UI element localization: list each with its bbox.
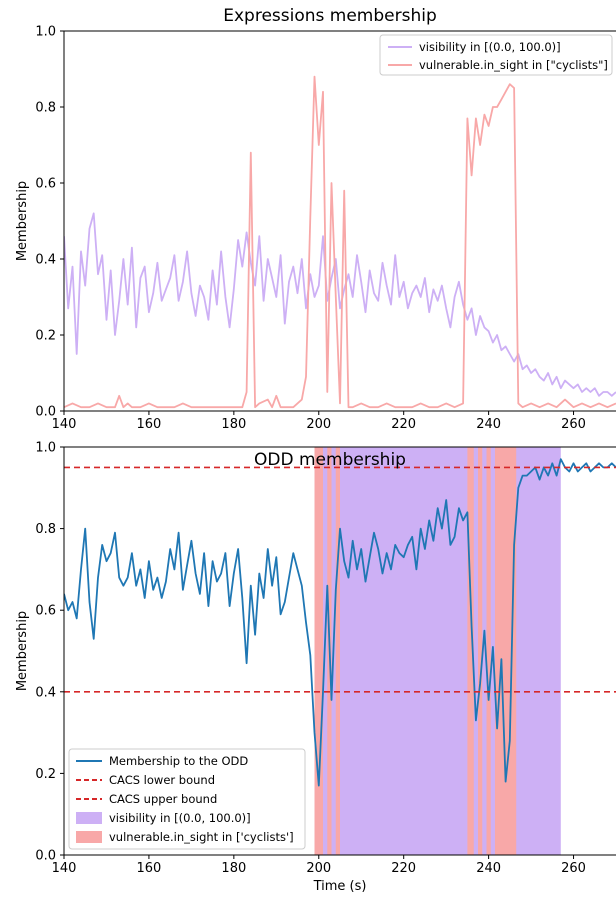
x-tick-label: 200 [306,417,331,432]
x-tick-label: 180 [221,417,246,432]
x-tick-label: 220 [391,417,416,432]
y-axis-label: Membership [15,611,30,691]
plot-area [64,75,616,409]
shaded-span-1-0 [314,447,324,855]
y-tick-label: 0.6 [35,604,56,619]
legend-label: visibility in [(0.0, 100.0)] [419,40,561,54]
legend-label: Membership to the ODD [109,754,248,768]
plot-area [64,447,616,855]
series-line-0 [64,458,616,787]
y-tick-label: 0.0 [35,405,56,420]
legend-box [379,34,613,76]
y-tick-label: 0.6 [35,177,56,192]
expressions-membership-chart: 140 160 180 200 220 240 260 0.0 0.2 0.4 0.6 0.8 1.0 E… [15,6,616,432]
legend-swatch [76,831,102,843]
y-tick-label: 1.0 [35,441,56,456]
odd-membership-chart: 140 160 180 200 220 240 260 0.0 0.2 0.4 0.6 0.8 1.0 O… [15,441,616,894]
shaded-span-1-2 [335,447,340,855]
y-tick-label: 0.8 [35,101,56,116]
x-tick-label: 260 [561,417,586,432]
legend-label: CACS upper bound [109,792,217,806]
x-tick-label: 240 [476,861,501,876]
legend-label: vulnerable.in_sight in ["cyclists"] [419,58,608,72]
y-tick-label: 1.0 [35,25,56,40]
y-tick-label: 0.4 [35,253,56,268]
y-tick-label: 0.2 [35,767,56,782]
shaded-span-1-4 [478,447,483,855]
x-tick-label: 160 [137,417,162,432]
series-line-0 [64,212,616,397]
x-axis-label: Time (s) [313,879,367,894]
legend-box [68,748,306,850]
legend-label: visibility in [(0.0, 100.0)] [109,811,251,825]
y-tick-label: 0.2 [35,329,56,344]
x-tick-label: 180 [221,861,246,876]
chart-title: Expressions membership [223,6,437,26]
shaded-span-1-5 [486,447,491,855]
x-tick-label: 240 [476,417,501,432]
legend-label: CACS lower bound [109,773,215,787]
shaded-span-1-3 [467,447,474,855]
x-tick-label: 140 [52,417,77,432]
series-line-1 [64,75,616,409]
chart-title: ODD membership [254,450,406,470]
legend-swatch [76,812,102,824]
x-tick-label: 260 [561,861,586,876]
y-axis-label: Membership [15,181,30,261]
y-tick-label: 0.8 [35,522,56,537]
x-tick-label: 160 [137,861,162,876]
y-tick-label: 0.4 [35,685,56,700]
shaded-span-1-6 [494,447,517,855]
y-tick-label: 0.0 [35,849,56,864]
x-tick-label: 200 [306,861,331,876]
x-tick-label: 140 [52,861,77,876]
legend-label: vulnerable.in_sight in ['cyclists'] [109,830,294,844]
x-tick-label: 220 [391,861,416,876]
